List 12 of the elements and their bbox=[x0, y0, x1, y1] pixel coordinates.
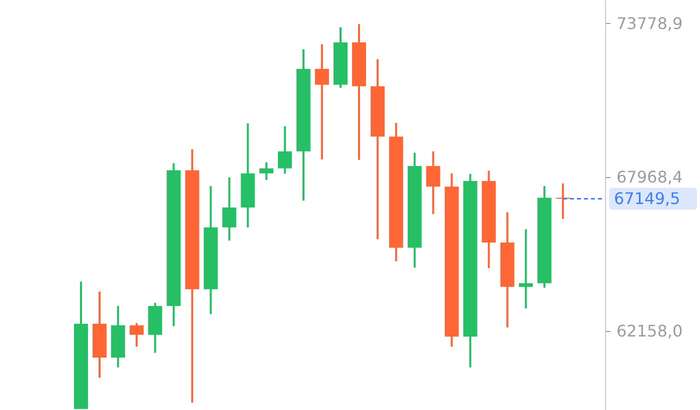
candlestick bbox=[222, 176, 236, 242]
candlestick bbox=[130, 322, 144, 348]
candlestick bbox=[518, 228, 533, 310]
candlestick bbox=[278, 125, 292, 175]
ref-line-label: 67149,5 bbox=[614, 188, 680, 208]
y-tick-label: 67968,4 bbox=[616, 168, 683, 187]
y-tick-label: 62158,0 bbox=[616, 321, 683, 340]
candlestick bbox=[556, 182, 570, 220]
candlestick bbox=[314, 43, 329, 160]
y-tick-label: 73778,9 bbox=[616, 14, 683, 33]
candlestick bbox=[426, 150, 440, 216]
candlestick bbox=[259, 161, 274, 181]
